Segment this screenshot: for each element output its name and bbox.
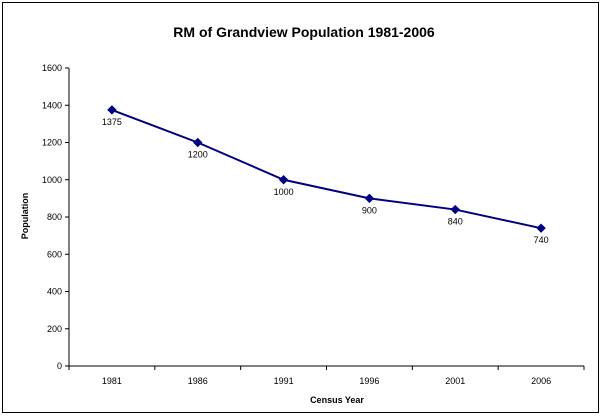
y-tick-label: 1200 <box>42 138 62 148</box>
y-tick-label: 1400 <box>42 100 62 110</box>
x-tick-label: 1996 <box>359 376 379 386</box>
y-tick-label: 600 <box>47 249 62 259</box>
data-label: 1000 <box>274 187 294 197</box>
y-tick-label: 1000 <box>42 175 62 185</box>
x-tick-label: 1981 <box>102 376 122 386</box>
y-tick-label: 800 <box>47 212 62 222</box>
chart-title: RM of Grandview Population 1981-2006 <box>173 24 435 40</box>
y-axis-title: Population <box>20 193 30 240</box>
x-tick-label: 2006 <box>531 376 551 386</box>
x-tick-label: 1986 <box>188 376 208 386</box>
data-label: 1200 <box>188 150 208 160</box>
y-tick-label: 400 <box>47 287 62 297</box>
plot-area: 0 200 400 600 800 1000 1200 1400 1600 1981 1986 199… <box>42 63 585 386</box>
data-label: 900 <box>362 205 377 215</box>
data-label: 740 <box>534 235 549 245</box>
x-tick-label: 1991 <box>274 376 294 386</box>
series-line <box>111 108 542 230</box>
data-point-marker <box>536 223 546 233</box>
y-tick-label: 1600 <box>42 63 62 73</box>
data-point-marker <box>364 193 375 204</box>
data-point-marker <box>107 105 117 115</box>
data-label: 840 <box>448 217 463 227</box>
y-tick-label: 200 <box>47 324 62 334</box>
y-tick-label: 0 <box>57 361 62 371</box>
data-point-marker <box>193 137 203 148</box>
data-point-marker <box>450 204 460 215</box>
data-label: 1375 <box>102 117 122 127</box>
chart-area <box>2 2 599 413</box>
data-point-marker <box>278 175 289 185</box>
x-tick-label: 2001 <box>445 376 465 386</box>
x-axis-title: Census Year <box>310 395 364 405</box>
